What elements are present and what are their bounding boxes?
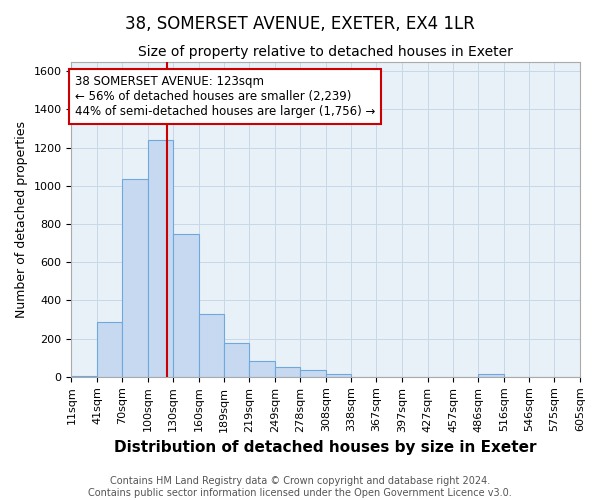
Text: Contains HM Land Registry data © Crown copyright and database right 2024.
Contai: Contains HM Land Registry data © Crown c… — [88, 476, 512, 498]
Bar — [224, 344, 250, 377]
Text: 38 SOMERSET AVENUE: 123sqm
← 56% of detached houses are smaller (2,239)
44% of s: 38 SOMERSET AVENUE: 123sqm ← 56% of deta… — [75, 75, 375, 118]
Bar — [199, 314, 224, 377]
Bar — [478, 374, 504, 377]
Bar — [173, 234, 199, 377]
Bar — [300, 370, 326, 377]
Bar — [71, 376, 97, 377]
Bar — [250, 360, 275, 377]
Bar — [275, 368, 300, 377]
Bar — [326, 374, 352, 377]
Bar — [122, 179, 148, 377]
Bar — [97, 322, 122, 377]
Text: 38, SOMERSET AVENUE, EXETER, EX4 1LR: 38, SOMERSET AVENUE, EXETER, EX4 1LR — [125, 15, 475, 33]
X-axis label: Distribution of detached houses by size in Exeter: Distribution of detached houses by size … — [115, 440, 537, 455]
Y-axis label: Number of detached properties: Number of detached properties — [15, 120, 28, 318]
Bar — [148, 140, 173, 377]
Title: Size of property relative to detached houses in Exeter: Size of property relative to detached ho… — [138, 45, 513, 59]
